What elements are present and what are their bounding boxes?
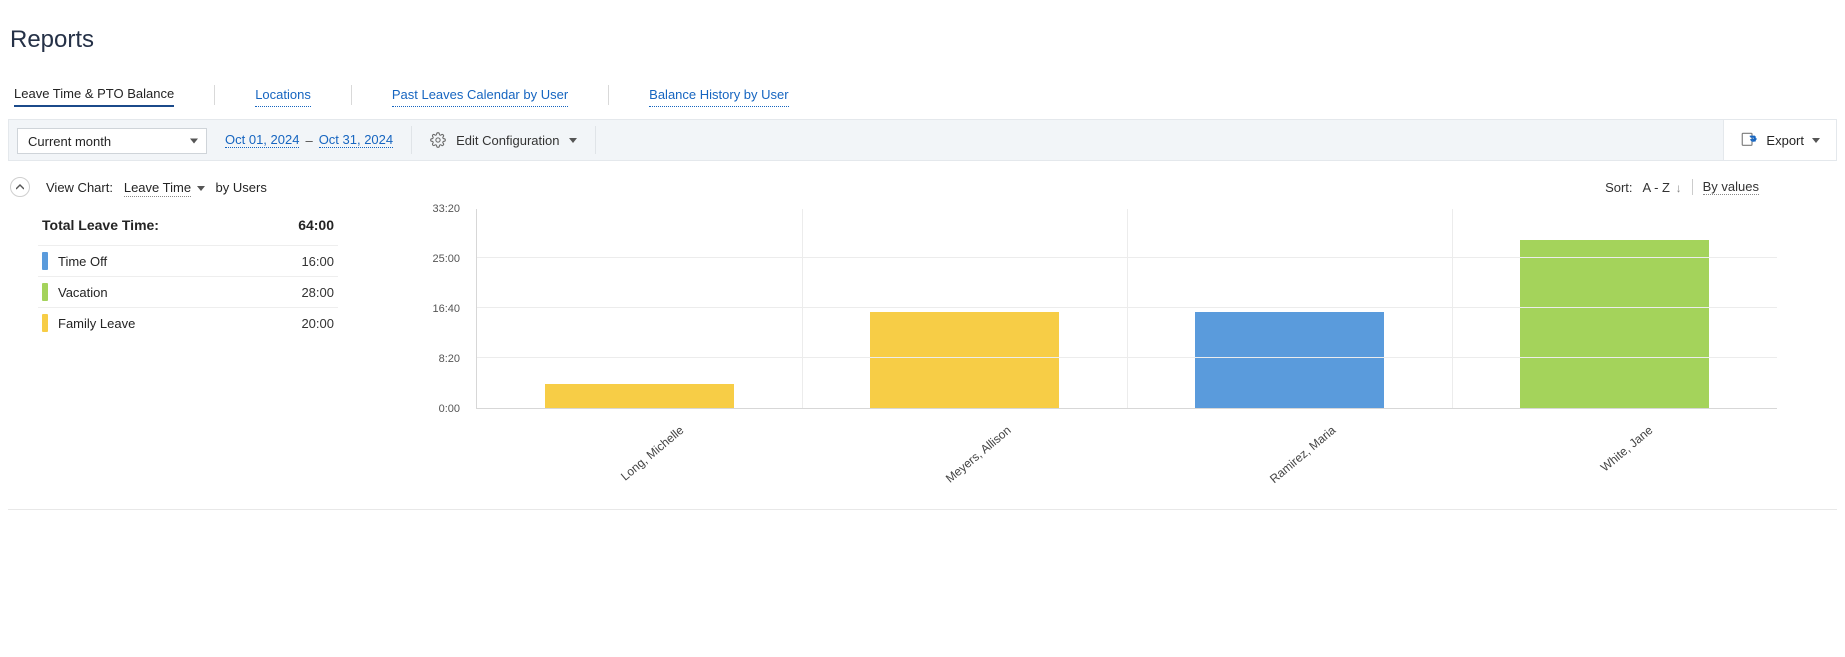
chevron-up-icon xyxy=(16,184,24,190)
filter-bar: Current month Oct 01, 2024 – Oct 31, 202… xyxy=(8,119,1837,161)
date-to[interactable]: Oct 31, 2024 xyxy=(319,132,393,148)
legend-total-label: Total Leave Time: xyxy=(42,217,159,233)
sort-az-button[interactable]: A - Z ↓ xyxy=(1643,180,1682,195)
y-tick-label: 25:00 xyxy=(418,253,460,265)
chart-bar[interactable] xyxy=(870,312,1059,408)
period-select[interactable]: Current month xyxy=(17,128,207,154)
x-tick-label: Meyers, Allison xyxy=(801,409,1126,437)
footer-divider xyxy=(8,509,1837,510)
sort-label: Sort: xyxy=(1605,180,1632,195)
date-range: Oct 01, 2024 – Oct 31, 2024 xyxy=(207,120,411,160)
sort-controls: Sort: A - Z ↓ By values xyxy=(1605,179,1829,195)
x-tick-label: White, Jane xyxy=(1452,409,1777,437)
legend-swatch xyxy=(42,283,48,301)
legend-item-value: 20:00 xyxy=(301,316,334,331)
gear-icon xyxy=(430,132,446,148)
report-tabs: Leave Time & PTO Balance Locations Past … xyxy=(8,82,1837,107)
tab-balance-history[interactable]: Balance History by User xyxy=(649,83,788,107)
legend-total-row: Total Leave Time: 64:00 xyxy=(38,209,338,245)
bar-slot xyxy=(1127,209,1452,408)
export-icon xyxy=(1740,131,1758,149)
chart-bar[interactable] xyxy=(545,384,734,408)
x-tick-label: Long, Michelle xyxy=(476,409,801,437)
chevron-down-icon xyxy=(190,139,198,144)
grid-vline xyxy=(1127,209,1128,408)
view-chart-prefix: View Chart: xyxy=(46,180,113,195)
bar-slot xyxy=(802,209,1127,408)
chart-bar[interactable] xyxy=(1195,312,1384,408)
legend-item[interactable]: Vacation28:00 xyxy=(38,276,338,307)
chevron-down-icon xyxy=(197,186,205,191)
legend-item[interactable]: Time Off16:00 xyxy=(38,245,338,276)
arrow-down-icon: ↓ xyxy=(1676,181,1682,195)
legend-item[interactable]: Family Leave20:00 xyxy=(38,307,338,338)
legend: Total Leave Time: 64:00 Time Off16:00Vac… xyxy=(38,209,338,338)
tab-separator xyxy=(214,85,215,105)
date-from[interactable]: Oct 01, 2024 xyxy=(225,132,299,148)
edit-configuration-label: Edit Configuration xyxy=(456,133,559,148)
y-axis: 33:2025:0016:408:200:00 xyxy=(418,209,468,409)
chart-plot-area xyxy=(476,209,1777,409)
sort-az-text: A - Z xyxy=(1643,180,1670,195)
legend-item-label: Vacation xyxy=(58,285,301,300)
collapse-chart-button[interactable] xyxy=(10,177,30,197)
grid-vline xyxy=(1452,209,1453,408)
page-title: Reports xyxy=(10,26,1837,54)
export-label: Export xyxy=(1766,133,1804,148)
legend-swatch xyxy=(42,314,48,332)
y-tick-label: 16:40 xyxy=(418,303,460,315)
chart-header: View Chart: Leave Time by Users Sort: A … xyxy=(8,161,1837,209)
export-button[interactable]: Export xyxy=(1723,120,1836,160)
legend-total-value: 64:00 xyxy=(298,217,334,233)
bar-slot xyxy=(1452,209,1777,408)
date-dash: – xyxy=(305,133,312,148)
view-chart-suffix: by Users xyxy=(216,180,267,195)
bar-slot xyxy=(477,209,802,408)
view-chart-label: View Chart: Leave Time by Users xyxy=(46,180,267,195)
x-tick-label: Ramirez, Maria xyxy=(1127,409,1452,437)
tab-separator xyxy=(351,85,352,105)
leave-time-chart: 33:2025:0016:408:200:00 Long, MichelleMe… xyxy=(418,209,1837,409)
edit-configuration-button[interactable]: Edit Configuration xyxy=(412,120,595,160)
chart-bar[interactable] xyxy=(1520,240,1709,408)
sort-by-values-button[interactable]: By values xyxy=(1703,179,1759,195)
x-axis-labels: Long, MichelleMeyers, AllisonRamirez, Ma… xyxy=(476,409,1777,437)
y-tick-label: 0:00 xyxy=(418,403,460,415)
y-tick-label: 8:20 xyxy=(418,353,460,365)
period-select-value: Current month xyxy=(28,134,111,149)
filter-spacer xyxy=(596,120,1723,160)
tab-leave-time-pto-balance[interactable]: Leave Time & PTO Balance xyxy=(14,82,174,107)
legend-swatch xyxy=(42,252,48,270)
chevron-down-icon xyxy=(1812,138,1820,143)
tab-past-leaves-calendar[interactable]: Past Leaves Calendar by User xyxy=(392,83,568,107)
grid-vline xyxy=(802,209,803,408)
legend-item-value: 16:00 xyxy=(301,254,334,269)
tab-separator xyxy=(608,85,609,105)
sort-separator xyxy=(1692,179,1693,195)
legend-item-label: Family Leave xyxy=(58,316,301,331)
report-content: Total Leave Time: 64:00 Time Off16:00Vac… xyxy=(8,209,1837,409)
legend-item-value: 28:00 xyxy=(301,285,334,300)
chevron-down-icon xyxy=(569,138,577,143)
y-tick-label: 33:20 xyxy=(418,203,460,215)
chart-mode-select[interactable]: Leave Time xyxy=(124,180,191,197)
tab-locations[interactable]: Locations xyxy=(255,83,311,107)
legend-item-label: Time Off xyxy=(58,254,301,269)
